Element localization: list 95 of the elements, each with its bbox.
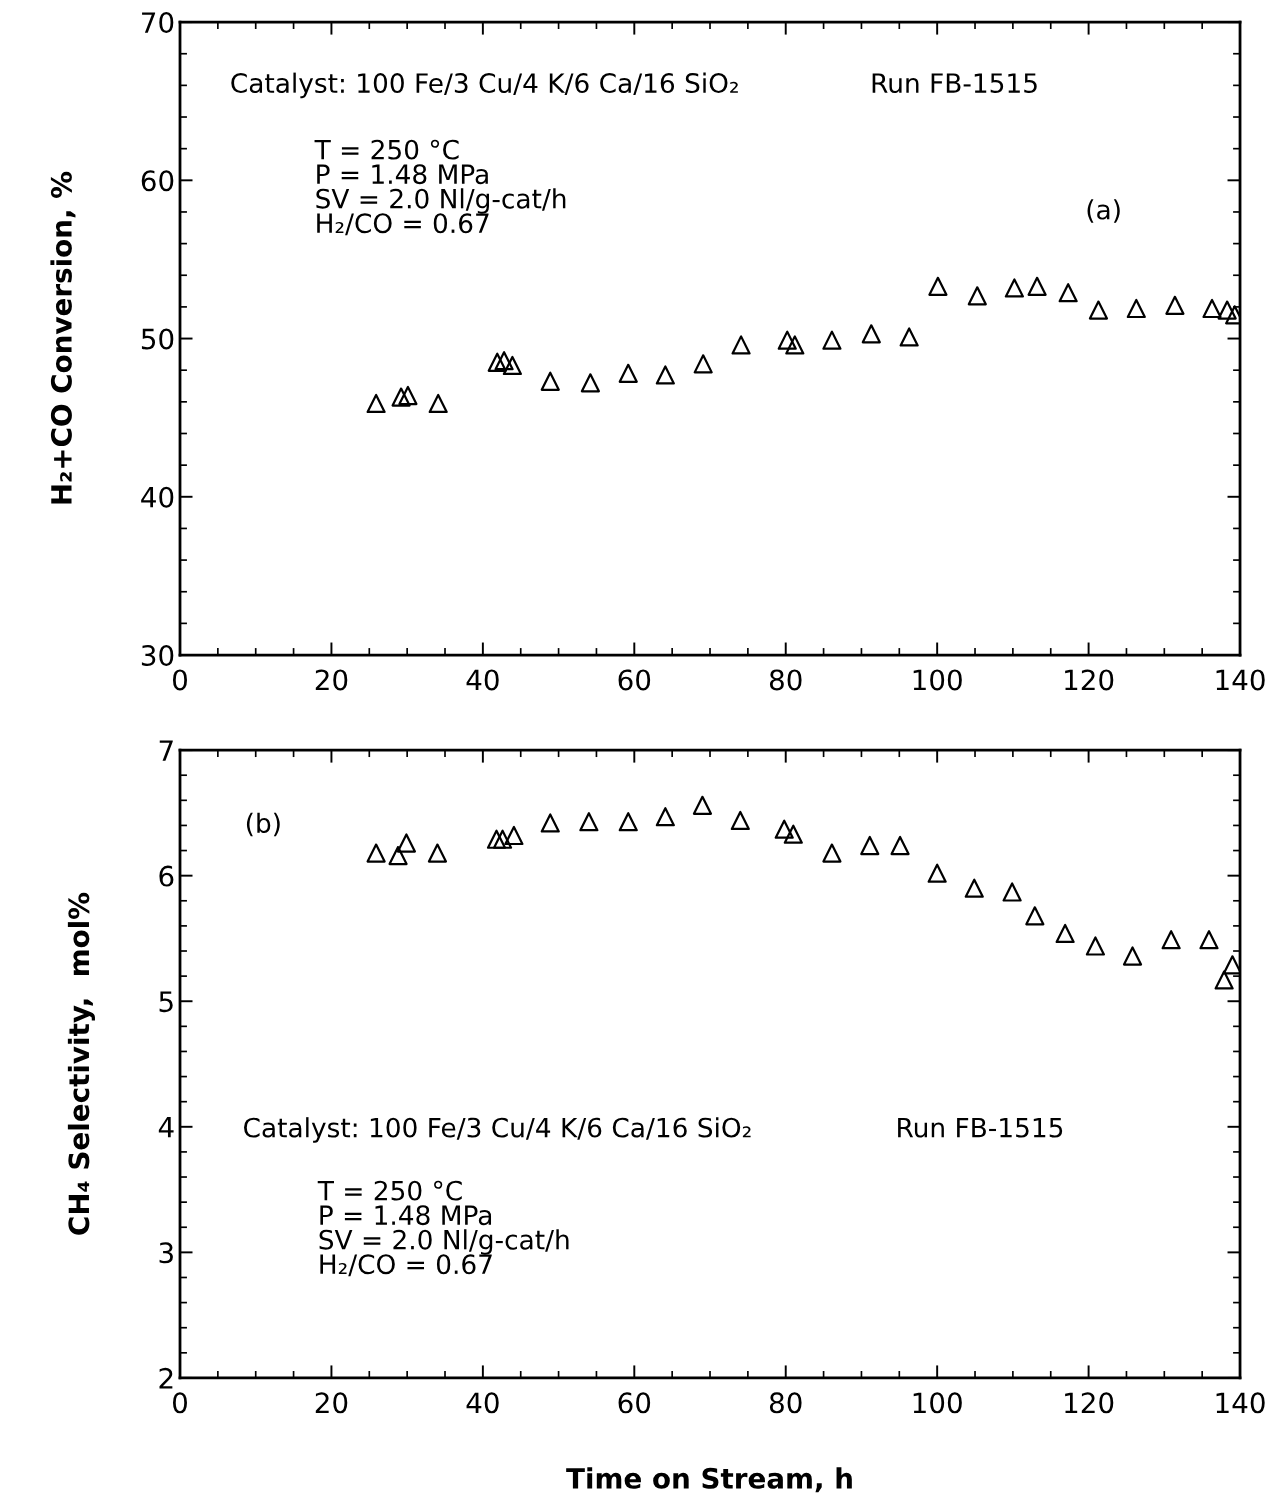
x-tick-label: 140 bbox=[1216, 1392, 1265, 1414]
point bbox=[655, 807, 675, 827]
x-tick-label: 100 bbox=[913, 1392, 962, 1414]
y-axis-title: H₂+CO Conversion, % bbox=[50, 171, 76, 504]
point bbox=[487, 352, 507, 372]
point bbox=[486, 829, 507, 849]
point bbox=[1165, 295, 1185, 315]
x-tick-label: 0 bbox=[173, 1392, 187, 1414]
point bbox=[927, 863, 947, 883]
y-tick-label: 50 bbox=[141, 328, 174, 350]
y-tick-label: 4 bbox=[158, 1117, 174, 1138]
point bbox=[366, 393, 386, 414]
x-tick-label: 120 bbox=[1065, 1392, 1114, 1414]
point bbox=[822, 843, 842, 863]
point bbox=[1004, 278, 1025, 298]
y-tick-label: 2 bbox=[159, 1367, 173, 1389]
annotation: (b) bbox=[246, 812, 280, 837]
x-axis-title: Time on Stream, h bbox=[566, 1467, 852, 1493]
point bbox=[580, 373, 600, 393]
annotation: Catalyst: 100 Fe/3 Cu/4 K/6 Ca/16 SiO₂ bbox=[231, 72, 738, 99]
point bbox=[540, 371, 560, 391]
point bbox=[1217, 300, 1237, 320]
point bbox=[967, 286, 987, 306]
point bbox=[928, 276, 948, 296]
point bbox=[1058, 283, 1078, 303]
x-tick-label: 60 bbox=[618, 669, 651, 691]
point bbox=[504, 825, 524, 846]
y-tick-label: 30 bbox=[141, 644, 174, 666]
point bbox=[1025, 906, 1045, 926]
point bbox=[1002, 882, 1022, 902]
y-tick-label: 3 bbox=[159, 1242, 173, 1264]
y-tick-label: 6 bbox=[159, 865, 174, 887]
point bbox=[861, 324, 881, 344]
annotation: Run FB-1515 bbox=[898, 1117, 1063, 1138]
x-tick-label: 40 bbox=[466, 669, 499, 691]
point bbox=[1122, 946, 1143, 966]
point bbox=[731, 335, 751, 355]
y-tick-label: 60 bbox=[141, 170, 174, 192]
annotation: Run FB-1515 bbox=[872, 73, 1037, 94]
point bbox=[494, 351, 514, 371]
point bbox=[1161, 930, 1181, 950]
point bbox=[899, 327, 919, 347]
annotation: T = 250 °C P = 1.48 MPa SV = 2.0 Nl/g-cat/h H₂/CO = 0.67 bbox=[314, 139, 566, 236]
y-tick-label: 70 bbox=[142, 12, 174, 34]
x-tick-label: 140 bbox=[1216, 669, 1265, 691]
y-tick-label: 40 bbox=[141, 486, 174, 508]
point bbox=[1222, 955, 1241, 975]
point bbox=[1199, 930, 1219, 950]
y-tick-label: 5 bbox=[159, 991, 173, 1013]
point bbox=[1214, 970, 1234, 990]
x-tick-label: 100 bbox=[913, 669, 962, 691]
point bbox=[398, 385, 418, 406]
y-axis-title: CH₄ Selectivity, mol% bbox=[67, 892, 95, 1235]
x-tick-label: 40 bbox=[466, 1392, 499, 1414]
x-tick-label: 80 bbox=[769, 669, 802, 691]
point bbox=[492, 829, 513, 849]
x-tick-label: 60 bbox=[618, 1392, 651, 1414]
annotation: (a) bbox=[1087, 199, 1120, 223]
point bbox=[692, 795, 713, 815]
point bbox=[1202, 298, 1222, 319]
point bbox=[1027, 276, 1047, 296]
point bbox=[890, 835, 910, 856]
point bbox=[1085, 936, 1106, 956]
point bbox=[579, 812, 599, 832]
point bbox=[822, 330, 842, 350]
x-tick-label: 120 bbox=[1065, 669, 1114, 691]
y-tick-label: 7 bbox=[159, 740, 173, 761]
point bbox=[1088, 300, 1109, 320]
point bbox=[655, 365, 675, 385]
point bbox=[860, 835, 880, 856]
point bbox=[785, 335, 805, 355]
annotation: T = 250 °C P = 1.48 MPa SV = 2.0 Nl/g-cat/h H₂/CO = 0.67 bbox=[317, 1180, 569, 1277]
point bbox=[366, 843, 386, 863]
point bbox=[396, 833, 417, 853]
point bbox=[618, 812, 638, 832]
x-tick-label: 20 bbox=[315, 1392, 348, 1414]
point bbox=[774, 819, 794, 839]
x-tick-label: 80 bbox=[769, 1392, 802, 1414]
annotation: Catalyst: 100 Fe/3 Cu/4 K/6 Ca/16 SiO₂ bbox=[244, 1117, 751, 1143]
point bbox=[427, 843, 448, 863]
point bbox=[428, 393, 448, 414]
point bbox=[540, 813, 560, 833]
x-tick-label: 20 bbox=[315, 669, 348, 691]
point bbox=[388, 845, 408, 866]
point bbox=[391, 387, 411, 407]
point bbox=[777, 330, 797, 350]
point bbox=[1126, 298, 1146, 319]
point bbox=[964, 878, 984, 898]
point bbox=[783, 824, 803, 844]
point bbox=[693, 354, 713, 374]
point bbox=[1055, 923, 1075, 944]
point bbox=[618, 363, 638, 383]
point bbox=[730, 810, 750, 831]
point bbox=[502, 355, 523, 376]
x-tick-label: 0 bbox=[173, 669, 187, 691]
